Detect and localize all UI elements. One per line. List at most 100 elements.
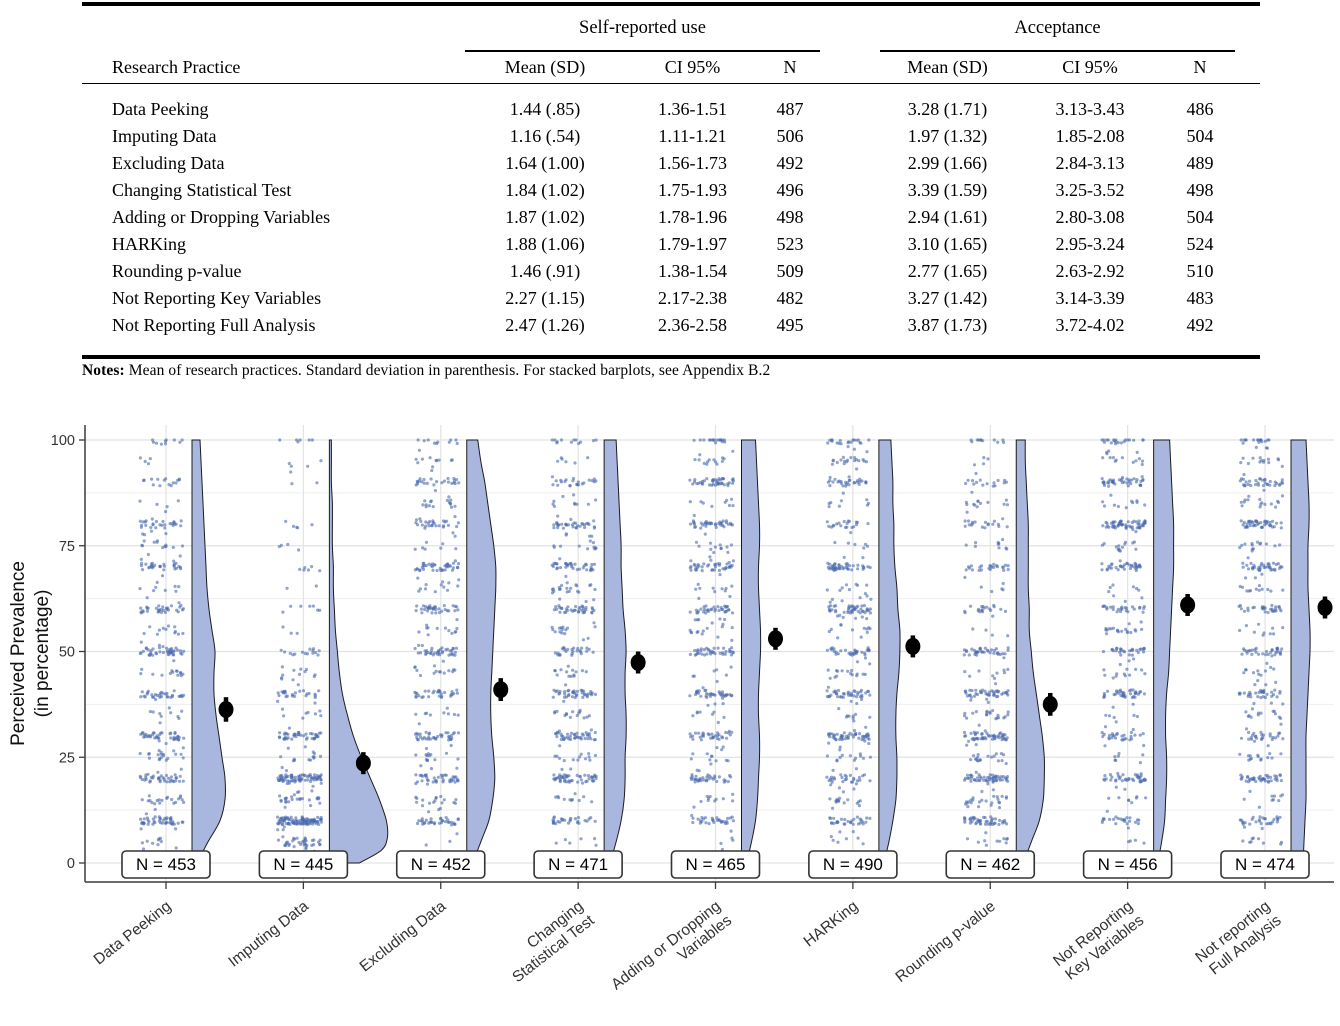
cell-value: 3.72-4.02 [1055,315,1125,335]
jitter-points [550,438,598,865]
mean-point [1317,599,1333,617]
x-tick-label: HARKing [801,898,862,951]
table-notes: Notes: Mean of research practices. Stand… [82,362,1260,380]
raincloud-group-adding-or-dropping-variables [688,438,783,865]
raincloud-group-not-reporting-key-variables [1100,438,1196,865]
table-row: HARKing 1.88 (1.06) 1.79-1.97 523 3.10 (1.65… [82,231,1260,258]
n-label: N = 471 [548,855,608,874]
cell-value: 2.84-3.13 [1055,153,1125,173]
header-n-use: N [760,51,820,84]
table-row: Not Reporting Full Analysis 2.47 (1.26) 2.… [82,312,1260,357]
x-tick-label: Imputing Data [225,898,312,971]
raincloud-group-harking [825,438,921,865]
cell-value [820,84,880,124]
cell-value: 3.39 (1.59) [907,180,988,200]
n-label: N = 456 [1098,855,1158,874]
raincloud-group-changing-statistical-test [550,438,646,865]
violin-density [878,439,901,864]
cell-value [820,285,880,312]
cell-value: 489 [1186,153,1214,173]
cell-value: 1.36-1.51 [658,99,727,119]
cell-value [820,177,880,204]
table-row: Changing Statistical Test 1.84 (1.02) 1.75… [82,177,1260,204]
cell-value [820,258,880,285]
y-tick-label: 50 [59,645,75,661]
cell-value: 1.11-1.21 [658,126,727,146]
cell-value: 1.87 (1.02) [505,207,585,227]
table-header-row: Research Practice Mean (SD) CI 95% N Mea… [82,51,1260,84]
header-gap [820,51,880,84]
x-tick-label: Not reportingFull Analysis [1192,898,1284,981]
cell-value: 2.95-3.24 [1055,234,1125,254]
y-tick-label: 25 [59,750,75,766]
cell-value: 524 [1186,234,1214,254]
cell-research-practice: Rounding p-value [112,261,242,281]
x-tick-label: Rounding p-value [892,898,998,986]
raincloud-group-data-peeking [138,438,234,865]
mean-point [355,754,371,772]
cell-value: 2.99 (1.66) [907,153,988,173]
header-ci-use: CI 95% [625,51,760,84]
n-label: N = 445 [273,855,333,874]
x-tick-label: ChangingStatistical Test [498,897,598,986]
cell-value [820,123,880,150]
mean-point [1180,596,1196,614]
violin-density [1290,439,1311,864]
cell-value [1235,177,1260,204]
mean-point [768,630,783,648]
cell-value: 1.79-1.97 [658,234,727,254]
cell-value: 1.46 (.91) [509,261,581,281]
cell-value [820,312,880,357]
raincloud-group-rounding-p-value [962,438,1058,865]
cell-research-practice: Data Peeking [112,99,209,119]
n-label-box [808,850,898,879]
cell-research-practice: Adding or Dropping Variables [112,207,331,227]
cell-research-practice: HARKing [112,234,187,254]
group-gap [820,4,880,51]
header-ci-acceptance: CI 95% [1015,51,1165,84]
cell-value: 1.75-1.93 [658,180,727,200]
mean-point [630,653,646,671]
cell-value: 1.56-1.73 [658,153,727,173]
y-tick-label: 100 [51,433,75,449]
n-label-box [1082,850,1173,879]
jitter-points [138,438,186,865]
cell-research-practice: Changing Statistical Test [112,180,292,200]
cell-value [1235,312,1260,357]
cell-value: 3.13-3.43 [1055,99,1125,119]
prevalence-raincloud-chart: 0 25 50 75 100 N = 453 N = 445 N = 452 N = 471 N … [8,425,1334,993]
table-row: Adding or Dropping Variables 1.87 (1.02) 1… [82,204,1260,231]
cell-value: 483 [1186,288,1214,308]
cell-value: 495 [776,315,804,335]
cell-value: 506 [776,126,804,146]
n-label-box [670,850,761,879]
n-label-box [258,850,349,879]
cell-research-practice: Not Reporting Key Variables [112,288,322,308]
x-tick-label: Data Peeking [91,898,175,969]
mean-point [218,700,234,718]
cell-value: 1.44 (.85) [509,99,581,119]
cell-value [1235,84,1260,124]
n-label-box [945,850,1036,879]
cell-research-practice: Excluding Data [112,153,225,173]
violin-density [603,439,627,864]
col-group-acceptance: Acceptance [880,4,1235,52]
n-label-box [121,850,211,879]
cell-value: 3.14-3.39 [1055,288,1125,308]
cell-value: 3.27 (1.42) [907,288,988,308]
violin-density [741,439,762,864]
cell-value [820,204,880,231]
table-row: Imputing Data 1.16 (.54) 1.11-1.21 506 1.97 … [82,123,1260,150]
cell-value: 492 [776,153,804,173]
cell-value: 486 [1186,99,1214,119]
cell-value: 1.78-1.96 [658,207,727,227]
cell-value: 3.87 (1.73) [907,315,988,335]
cell-value: 1.84 (1.02) [505,180,585,200]
header-mean-sd-use: Mean (SD) [465,51,625,84]
cell-research-practice: Not Reporting Full Analysis [112,315,316,335]
cell-value: 3.28 (1.71) [907,99,988,119]
violin-density [466,439,497,864]
cell-value: 498 [1186,180,1214,200]
n-label: N = 462 [960,855,1020,874]
violin-density [1015,439,1045,864]
